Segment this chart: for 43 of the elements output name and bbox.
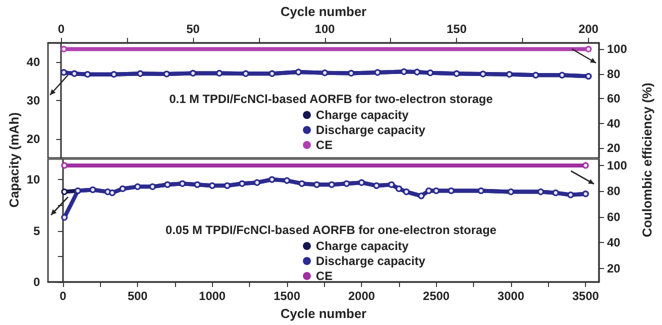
x-tick-label: 1500 — [274, 289, 301, 303]
legend-title: 0.1 M TPDI/FcNCl-based AORFB for two-electron storage — [169, 92, 494, 106]
y-tick-label: 20 — [26, 132, 40, 146]
y2-tick-label: 100 — [607, 158, 628, 172]
y2-tick-label: 100 — [607, 42, 628, 56]
y2-tick-label: 60 — [607, 210, 621, 224]
y2-tick-label: 40 — [607, 236, 621, 250]
y-axis-title: Capacity (mAh) — [6, 112, 22, 208]
y-tick-label: 30 — [26, 93, 40, 108]
y-tick-label: 0 — [33, 275, 40, 289]
x-tick-label: 0 — [58, 22, 65, 36]
x-axis-title: Cycle number — [280, 306, 366, 321]
x-tick-label: 1000 — [198, 289, 226, 303]
x-tick-label: 100 — [314, 22, 336, 36]
y2-tick-label: 60 — [607, 92, 621, 106]
x-tick-label: 50 — [186, 22, 200, 36]
y2-tick-label: 20 — [607, 261, 621, 276]
y2-tick-label: 80 — [607, 66, 621, 81]
y2-tick-label: 20 — [607, 141, 621, 156]
y2-axis-title: Coulombic efficiency (%) — [640, 82, 654, 238]
legend-label: Charge capacity — [316, 108, 409, 122]
legend-label: Discharge capacity — [316, 254, 426, 268]
y-tick-label: 5 — [33, 224, 40, 238]
x-tick-label: 3500 — [572, 289, 600, 303]
x-tick-label: 200 — [578, 22, 599, 36]
x-tick-label: 2000 — [348, 289, 376, 303]
legend-label: CE — [316, 269, 333, 283]
x-tick-label: 0 — [60, 289, 67, 303]
x-tick-label: 2500 — [422, 289, 450, 303]
x-axis-title: Cycle number — [280, 4, 366, 19]
x-tick-label: 3000 — [498, 289, 525, 303]
legend-label: CE — [316, 138, 333, 152]
y-tick-label: 40 — [26, 55, 40, 70]
y2-tick-label: 40 — [607, 116, 621, 130]
legend-label: Charge capacity — [316, 239, 409, 253]
y-tick-label: 10 — [26, 172, 40, 186]
y2-tick-label: 80 — [607, 184, 621, 198]
x-tick-label: 150 — [446, 22, 467, 36]
point — [61, 214, 68, 221]
x-tick-label: 500 — [128, 289, 148, 303]
legend-label: Discharge capacity — [316, 123, 426, 137]
point — [61, 188, 68, 196]
legend-title: 0.05 M TPDI/FcNCl-based AORFB for one-electron storage — [166, 223, 497, 237]
